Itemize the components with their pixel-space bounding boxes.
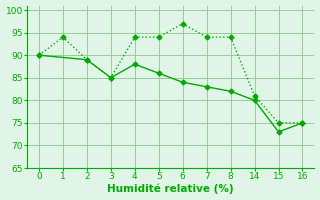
X-axis label: Humidité relative (%): Humidité relative (%) [108, 184, 234, 194]
